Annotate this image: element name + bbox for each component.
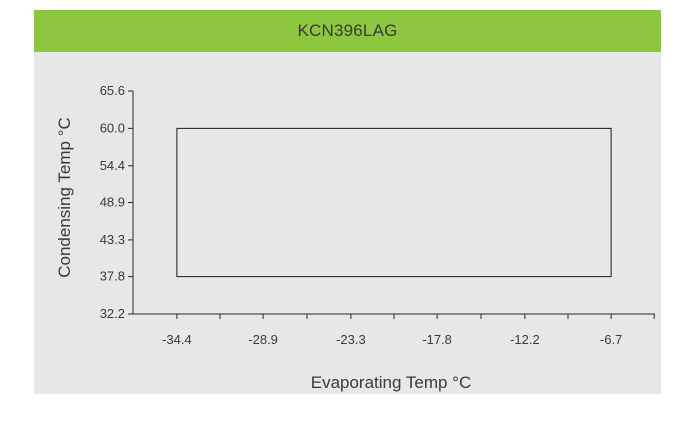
y-tick-label: 37.8 xyxy=(100,269,125,284)
y-tick-label: 32.2 xyxy=(100,306,125,321)
y-tick-label: 65.6 xyxy=(100,83,125,98)
chart-panel: KCN396LAG xyxy=(34,10,661,394)
x-tick-label: -12.2 xyxy=(510,332,540,347)
x-tick-label: -34.4 xyxy=(162,332,192,347)
x-tick-label: -23.3 xyxy=(336,332,366,347)
x-tick-label: -28.9 xyxy=(248,332,278,347)
x-axis-title: Evaporating Temp °C xyxy=(311,373,472,392)
y-tick-label: 60.0 xyxy=(100,120,125,135)
y-axis-title: Condensing Temp °C xyxy=(55,117,74,278)
operating-envelope xyxy=(176,127,612,278)
y-tick-label: 54.4 xyxy=(100,158,125,173)
y-tick-label: 43.3 xyxy=(100,232,125,247)
chart-title: KCN396LAG xyxy=(297,21,398,40)
title-bar: KCN396LAG xyxy=(34,10,661,52)
y-tick-label: 48.9 xyxy=(100,195,125,210)
x-tick-label: -6.7 xyxy=(600,332,622,347)
x-tick-label: -17.8 xyxy=(422,332,452,347)
